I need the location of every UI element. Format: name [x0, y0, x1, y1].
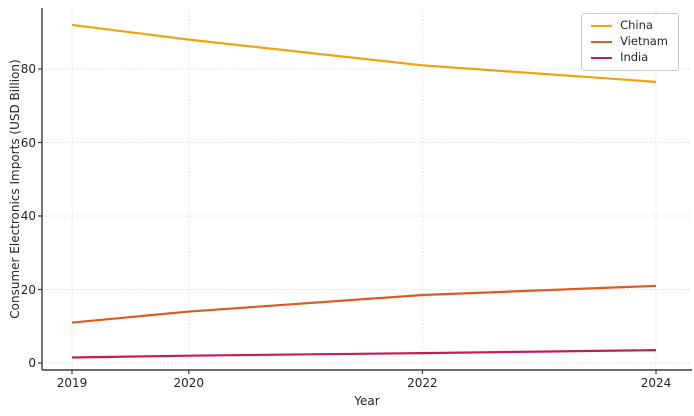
y-tick-label: 60	[20, 135, 36, 150]
y-tick-label: 0	[28, 356, 36, 371]
x-tick-label: 2024	[640, 376, 672, 390]
y-axis-title: Consumer Electronics Imports (USD Billio…	[8, 59, 22, 319]
legend-label: China	[620, 18, 653, 32]
series-line-china	[71, 23, 657, 83]
x-tick-label: 2019	[56, 376, 88, 390]
legend-item-india: India	[591, 51, 668, 64]
legend-item-vietnam: Vietnam	[591, 35, 668, 48]
legend-label: Vietnam	[620, 34, 668, 48]
legend: China Vietnam India	[581, 13, 679, 71]
legend-line-swatch	[591, 24, 613, 27]
x-axis-title: Year	[354, 394, 380, 408]
x-tick-label: 2020	[173, 376, 205, 390]
x-tick-label: 2022	[407, 376, 438, 390]
legend-item-china: China	[591, 19, 668, 32]
legend-label: India	[620, 50, 649, 64]
y-tick-label: 20	[20, 282, 36, 297]
y-tick-label: 40	[20, 209, 36, 223]
series-line-india	[72, 349, 657, 359]
series-line-vietnam	[71, 284, 657, 324]
legend-line-swatch	[591, 56, 613, 59]
y-tick-label: 80	[20, 62, 36, 76]
legend-line-swatch	[591, 40, 613, 43]
